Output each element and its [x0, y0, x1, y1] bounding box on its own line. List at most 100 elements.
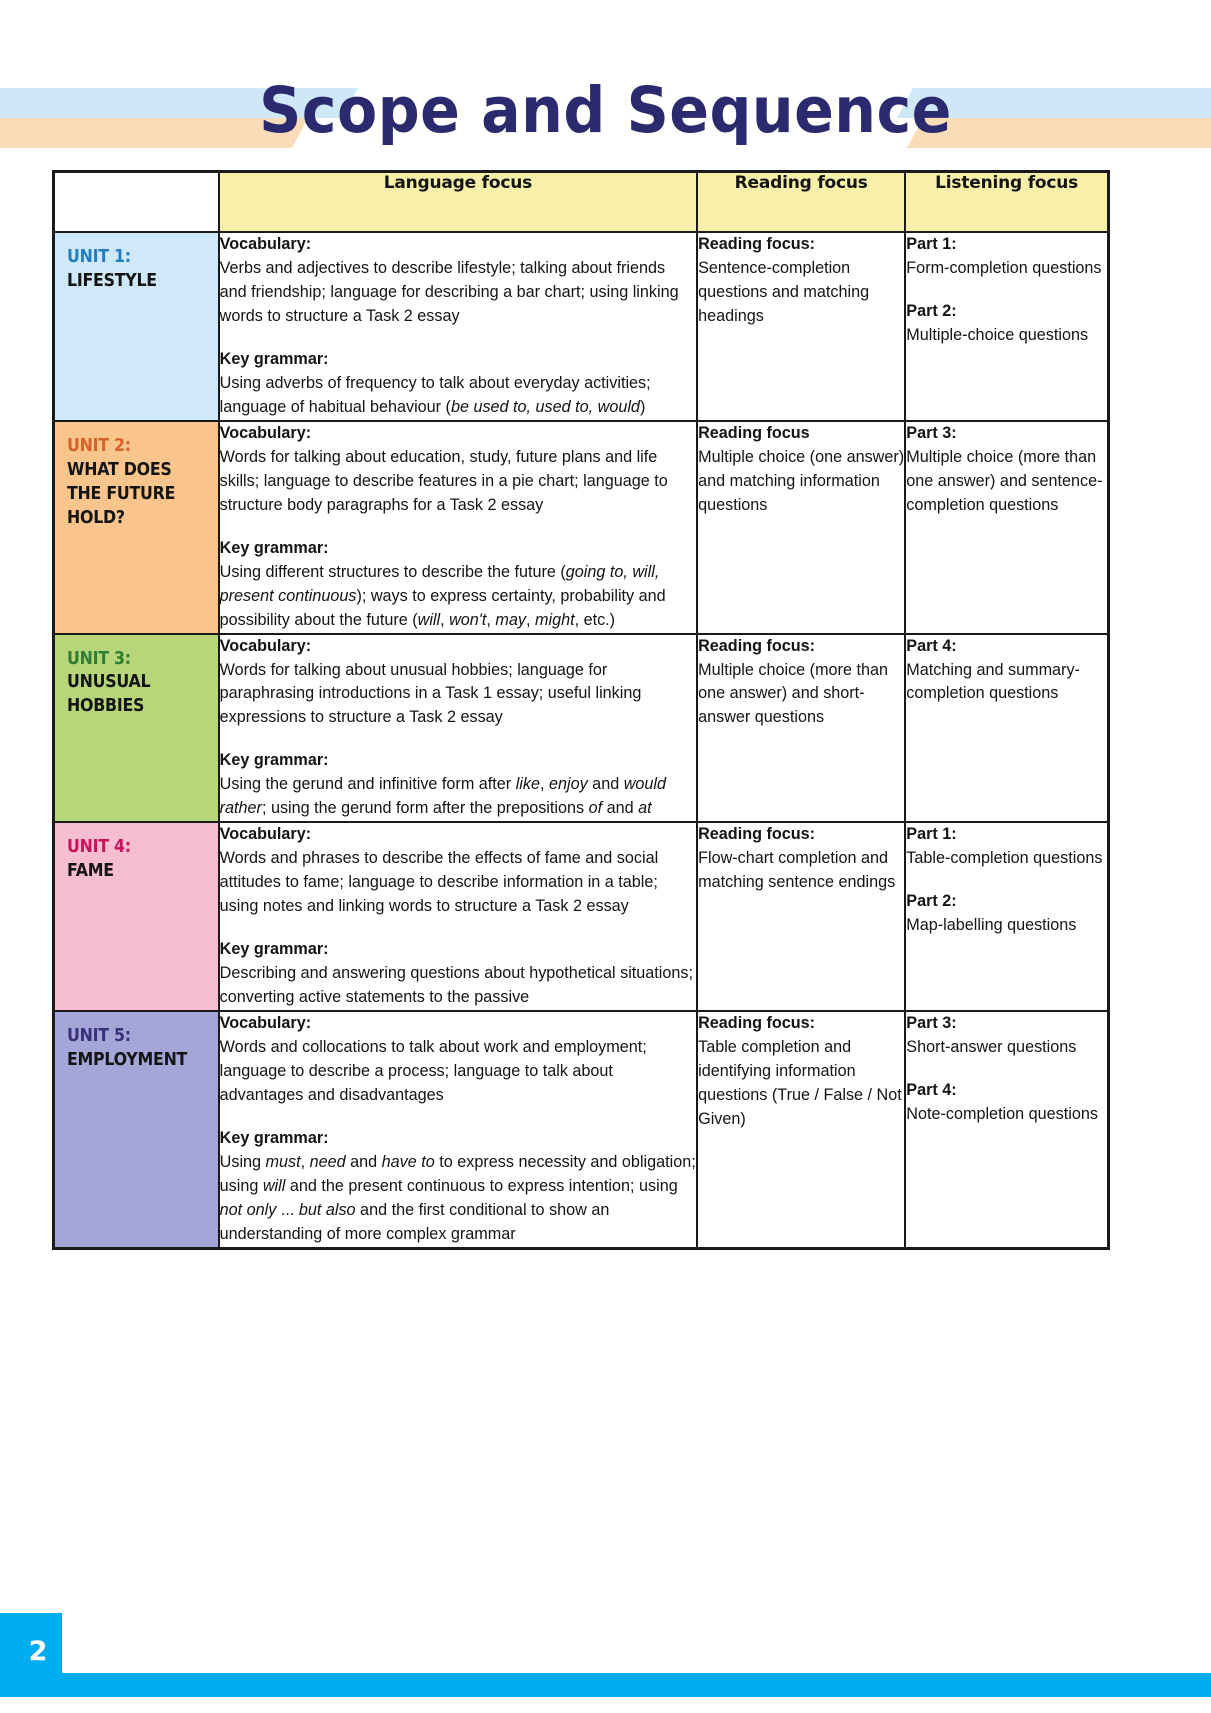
reading-focus-label: Reading focus:: [698, 825, 816, 844]
reading-focus-block: Reading focus: Sentence-completion questi…: [698, 233, 904, 329]
language-focus-cell: Vocabulary: Words for talking about unusu…: [217, 632, 699, 824]
listening-focus-cell: Part 1: Form-completion questions Part 2: M…: [904, 231, 1110, 422]
vocabulary-text: Words for talking about education, study…: [219, 447, 668, 514]
unit-cell-2: UNIT 2: WHAT DOES THE FUTURE HOLD?: [52, 419, 220, 635]
listening-part-text: Table-completion questions: [906, 849, 1103, 868]
key-grammar-text: Describing and answering questions about…: [219, 964, 693, 1007]
unit-number-label: UNIT 5:: [67, 1025, 131, 1047]
vocabulary-label: Vocabulary:: [219, 235, 312, 253]
listening-part-block: Part 3: Multiple choice (more than one an…: [906, 422, 1107, 518]
listening-part-text: Multiple choice (more than one answer) a…: [906, 447, 1103, 514]
reading-focus-cell: Reading focus: Multiple choice (more than…: [696, 632, 907, 824]
reading-focus-label: Reading focus: [698, 423, 810, 442]
listening-part-block: Part 3: Short-answer questions: [906, 1012, 1107, 1060]
vocabulary-label: Vocabulary:: [219, 1014, 312, 1033]
listening-part-label: Part 4:: [906, 1081, 957, 1100]
vocabulary-text: Verbs and adjectives to describe lifesty…: [219, 258, 679, 325]
listening-part-text: Multiple-choice questions: [906, 325, 1089, 344]
key-grammar-text: Using the gerund and infinitive form aft…: [219, 775, 666, 818]
unit-cell-3: UNIT 3: UNUSUAL HOBBIES: [52, 632, 220, 824]
unit-cell-5: UNIT 5: EMPLOYMENT: [52, 1010, 220, 1250]
reading-focus-label: Reading focus:: [698, 1014, 816, 1033]
unit-number-label: UNIT 2:: [67, 434, 131, 456]
key-grammar-text: Using different structures to describe t…: [219, 562, 666, 629]
listening-part-label: Part 1:: [906, 825, 957, 844]
listening-part-text: Short-answer questions: [906, 1038, 1077, 1057]
reading-focus-cell: Reading focus: Flow-chart completion and …: [696, 821, 907, 1013]
table-header-row: Language focus Reading focus Listening f…: [52, 170, 1110, 233]
reading-focus-cell: Reading focus: Sentence-completion questi…: [696, 231, 907, 422]
unit-number-label: UNIT 1:: [67, 246, 131, 267]
reading-focus-block: Reading focus Multiple choice (one answer…: [698, 422, 904, 518]
listening-part-label: Part 2:: [906, 301, 957, 320]
key-grammar-label: Key grammar:: [219, 538, 329, 557]
vocabulary-block: Vocabulary: Words and phrases to describe…: [220, 823, 696, 919]
listening-part-text: Note-completion questions: [906, 1105, 1098, 1123]
header-listening: Listening focus: [904, 170, 1110, 233]
unit-number-label: UNIT 4:: [67, 836, 131, 858]
listening-focus-cell: Part 3: Multiple choice (more than one an…: [904, 419, 1110, 635]
reading-focus-text: Sentence-completion questions and matchi…: [698, 258, 870, 325]
header-blank: [52, 170, 220, 233]
table-row: UNIT 3: UNUSUAL HOBBIES Vocabulary: Words f…: [52, 632, 1110, 824]
listening-focus-cell: Part 4: Matching and summary-completion q…: [904, 632, 1110, 824]
vocabulary-text: Words and collocations to talk about wor…: [219, 1038, 647, 1104]
unit-title-label: UNUSUAL HOBBIES: [67, 671, 151, 717]
reading-focus-text: Multiple choice (one answer) and matchin…: [698, 447, 905, 514]
listening-part-block: Part 1: Form-completion questions: [906, 233, 1107, 281]
page-title: Scope and Sequence: [259, 74, 952, 147]
vocabulary-label: Vocabulary:: [219, 423, 312, 442]
key-grammar-block: Key grammar: Using different structures t…: [220, 537, 696, 633]
unit-title-label: WHAT DOES THE FUTURE HOLD?: [67, 458, 176, 528]
key-grammar-block: Key grammar: Using adverbs of frequency t…: [220, 348, 696, 420]
listening-part-block: Part 4: Matching and summary-completion q…: [906, 635, 1107, 707]
unit-cell-1: UNIT 1: LIFESTYLE: [52, 231, 220, 422]
scope-and-sequence-table: Language focus Reading focus Listening f…: [52, 170, 1110, 1250]
page-number: 2: [28, 1636, 48, 1667]
reading-focus-text: Multiple choice (more than one answer) a…: [698, 660, 888, 727]
reading-focus-text: Table completion and identifying informa…: [698, 1038, 902, 1128]
key-grammar-text: Using adverbs of frequency to talk about…: [219, 373, 651, 416]
listening-part-text: Form-completion questions: [906, 258, 1102, 277]
unit-title-label: LIFESTYLE: [67, 269, 157, 291]
unit-cell-4: UNIT 4: FAME: [52, 821, 220, 1013]
reading-focus-cell: Reading focus Multiple choice (one answer…: [696, 419, 907, 635]
reading-focus-block: Reading focus: Table completion and ident…: [698, 1012, 904, 1132]
table-row: UNIT 2: WHAT DOES THE FUTURE HOLD? Vocabul…: [52, 419, 1110, 635]
reading-focus-label: Reading focus:: [698, 636, 816, 655]
key-grammar-text: Using must, need and have to to express …: [219, 1152, 696, 1243]
table-row: UNIT 5: EMPLOYMENT Vocabulary: Words and co…: [52, 1010, 1110, 1250]
header-reading: Reading focus: [696, 170, 907, 233]
language-focus-cell: Vocabulary: Words and phrases to describe…: [217, 821, 699, 1013]
vocabulary-text: Words for talking about unusual hobbies;…: [219, 660, 642, 727]
listening-part-text: Map-labelling questions: [906, 916, 1077, 935]
listening-part-label: Part 3:: [906, 1014, 957, 1033]
key-grammar-label: Key grammar:: [219, 1128, 329, 1147]
key-grammar-block: Key grammar: Using must, need and have to…: [220, 1127, 696, 1247]
listening-part-label: Part 4:: [906, 636, 957, 655]
vocabulary-block: Vocabulary: Words for talking about educa…: [220, 422, 696, 518]
vocabulary-block: Vocabulary: Words for talking about unusu…: [220, 635, 696, 731]
key-grammar-block: Key grammar: Describing and answering que…: [220, 938, 696, 1010]
key-grammar-label: Key grammar:: [219, 349, 329, 368]
listening-part-label: Part 3:: [906, 423, 957, 442]
vocabulary-block: Vocabulary: Verbs and adjectives to descr…: [220, 233, 696, 329]
listening-part-text: Matching and summary-completion question…: [906, 660, 1080, 703]
listening-focus-cell: Part 1: Table-completion questions Part 2:…: [904, 821, 1110, 1013]
language-focus-cell: Vocabulary: Words and collocations to tal…: [217, 1010, 699, 1250]
vocabulary-label: Vocabulary:: [219, 636, 312, 655]
header-language: Language focus: [217, 170, 699, 233]
reading-focus-text: Flow-chart completion and matching sente…: [698, 849, 896, 892]
reading-focus-block: Reading focus: Multiple choice (more than…: [698, 635, 904, 731]
footer-page-tab: [0, 1613, 1211, 1697]
listening-part-block: Part 1: Table-completion questions: [906, 823, 1107, 871]
reading-focus-block: Reading focus: Flow-chart completion and …: [698, 823, 904, 895]
table-row: UNIT 1: LIFESTYLE Vocabulary: Verbs and adj…: [52, 231, 1110, 422]
reading-focus-label: Reading focus:: [698, 235, 816, 253]
unit-title-label: EMPLOYMENT: [67, 1049, 188, 1071]
vocabulary-text: Words and phrases to describe the effect…: [219, 849, 659, 916]
key-grammar-label: Key grammar:: [219, 940, 329, 959]
listening-part-block: Part 2: Multiple-choice questions: [906, 300, 1107, 348]
table-row: UNIT 4: FAME Vocabulary: Words and phrases …: [52, 821, 1110, 1013]
key-grammar-block: Key grammar: Using the gerund and infinit…: [220, 749, 696, 821]
